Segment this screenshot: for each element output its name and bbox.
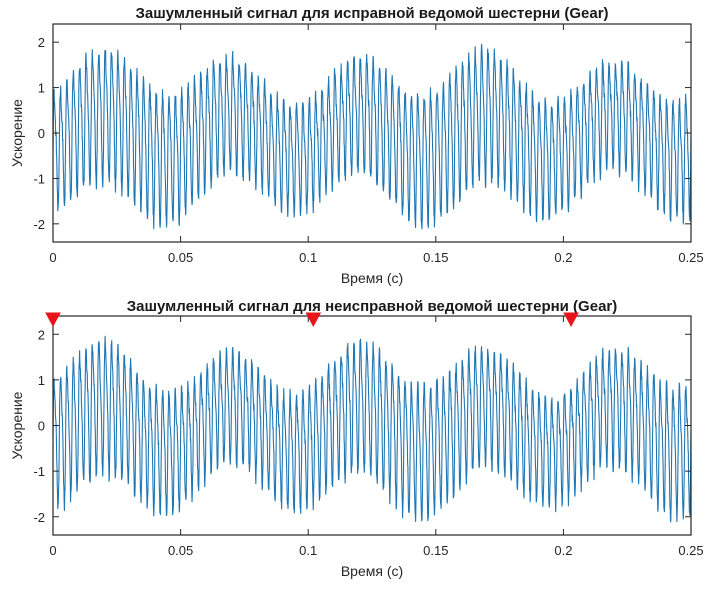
chart-bottom: Зашумленный сигнал для неисправной ведом… [9,298,704,579]
fault-marker [305,312,322,328]
y-tick-label: 0 [38,419,45,434]
signal-line [52,43,692,230]
x-tick-label: 0.2 [554,543,572,558]
y-tick-label: 1 [38,373,45,388]
signal-line [52,335,692,523]
y-axis-label: Ускорение [9,99,25,167]
chart-top: Зашумленный сигнал для исправной ведомой… [9,5,704,286]
x-tick-label: 0.15 [423,543,448,558]
y-tick-label: 2 [38,35,45,50]
y-axis-label: Ускорение [9,391,25,459]
chart-title: Зашумленный сигнал для неисправной ведом… [127,298,618,315]
y-tick-label: 1 [38,81,45,96]
x-tick-label: 0.2 [554,250,572,265]
x-tick-label: 0 [49,250,56,265]
y-tick-label: -1 [33,464,45,479]
y-tick-label: -1 [33,171,45,186]
x-tick-label: 0.25 [678,543,703,558]
x-axis-label: Время (с) [341,270,403,286]
fault-marker [563,312,579,328]
chart-title: Зашумленный сигнал для исправной ведомой… [135,5,608,22]
y-tick-label: 2 [38,327,45,342]
y-tick-label: -2 [33,217,45,232]
x-tick-label: 0.05 [168,250,193,265]
fault-marker [45,312,61,328]
x-tick-label: 0 [49,543,56,558]
y-tick-label: -2 [33,510,45,525]
x-tick-label: 0.1 [299,250,317,265]
x-tick-label: 0.15 [423,250,448,265]
y-tick-label: 0 [38,126,45,141]
x-tick-label: 0.1 [299,543,317,558]
x-tick-label: 0.25 [678,250,703,265]
x-tick-label: 0.05 [168,543,193,558]
x-axis-label: Время (с) [341,563,403,579]
